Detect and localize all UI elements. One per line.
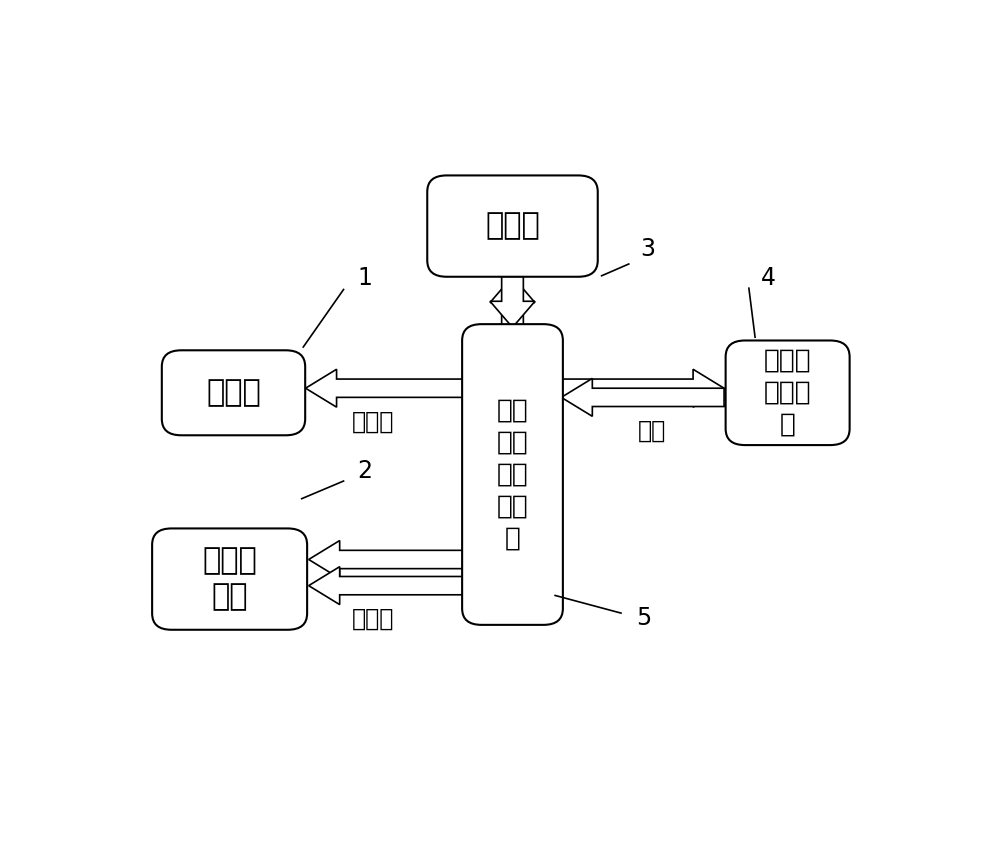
Text: 控制线: 控制线 bbox=[352, 606, 394, 630]
Text: 2: 2 bbox=[358, 459, 372, 483]
FancyBboxPatch shape bbox=[726, 340, 850, 445]
Polygon shape bbox=[490, 277, 535, 328]
FancyBboxPatch shape bbox=[152, 528, 307, 630]
FancyBboxPatch shape bbox=[462, 324, 563, 625]
FancyBboxPatch shape bbox=[162, 351, 305, 436]
Text: 声光报
警器: 声光报 警器 bbox=[202, 547, 257, 611]
Text: 1: 1 bbox=[358, 267, 372, 290]
Text: 计算机: 计算机 bbox=[485, 211, 540, 240]
Polygon shape bbox=[306, 369, 464, 408]
Polygon shape bbox=[309, 566, 464, 604]
Text: 光纤
液位
开关
控制
器: 光纤 液位 开关 控制 器 bbox=[497, 397, 528, 552]
Polygon shape bbox=[490, 277, 535, 328]
Text: 3: 3 bbox=[640, 237, 655, 261]
FancyBboxPatch shape bbox=[427, 176, 598, 277]
Text: 光纤式
液位开
关: 光纤式 液位开 关 bbox=[764, 348, 811, 438]
Text: 控制线: 控制线 bbox=[352, 410, 394, 434]
Polygon shape bbox=[561, 369, 724, 408]
Polygon shape bbox=[561, 379, 724, 416]
Text: 4: 4 bbox=[761, 267, 776, 290]
Text: 电动阀: 电动阀 bbox=[206, 379, 261, 408]
Polygon shape bbox=[309, 541, 464, 578]
Text: 5: 5 bbox=[637, 606, 652, 630]
Text: 光缆: 光缆 bbox=[638, 419, 666, 442]
